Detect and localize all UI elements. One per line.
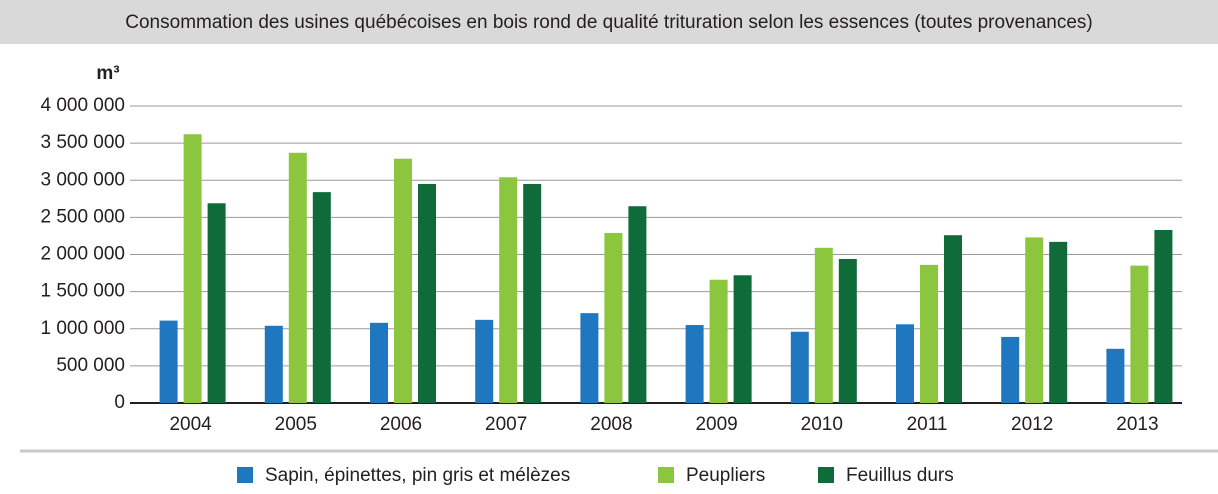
x-tick-label: 2006: [380, 414, 422, 435]
bar: [814, 247, 833, 403]
chart-title: Consommation des usines québécoises en b…: [125, 12, 1092, 33]
title-bar: [0, 0, 1218, 44]
y-tick-label: 1 000 000: [40, 318, 125, 339]
bar: [1130, 265, 1149, 403]
bar: [790, 331, 809, 403]
bar: [1001, 336, 1020, 403]
bar: [709, 279, 728, 403]
bar: [394, 158, 412, 403]
y-tick-label: 2 000 000: [40, 244, 125, 265]
y-axis-title: m³: [96, 63, 119, 84]
y-tick-label: 3 500 000: [40, 132, 125, 153]
x-tick-label: 2009: [695, 414, 737, 435]
bar: [580, 313, 599, 403]
y-tick-label: 2 500 000: [40, 206, 125, 227]
bar: [370, 322, 388, 403]
bar: [733, 275, 752, 403]
legend-swatch: [658, 467, 674, 483]
y-tick-label: 500 000: [56, 355, 125, 376]
x-tick-label: 2005: [275, 414, 317, 435]
bar: [604, 232, 623, 403]
bar: [1025, 237, 1044, 403]
bar: [159, 320, 178, 403]
legend-label: Peupliers: [686, 465, 765, 486]
bar: [685, 325, 704, 403]
bar: [944, 235, 962, 403]
legend-label: Sapin, épinettes, pin gris et mélèzes: [265, 465, 570, 486]
y-tick-label: 1 500 000: [40, 281, 125, 302]
legend-swatch: [818, 467, 834, 483]
x-tick-label: 2008: [590, 414, 632, 435]
y-tick-label: 4 000 000: [40, 95, 125, 116]
x-tick-label: 2007: [485, 414, 527, 435]
y-tick-label: 3 000 000: [40, 169, 125, 190]
y-tick-label: 0: [114, 392, 125, 413]
bar: [1154, 229, 1173, 403]
bar: [1106, 348, 1125, 403]
x-tick-label: 2011: [907, 414, 948, 435]
legend-swatch: [237, 467, 253, 483]
bar: [920, 264, 938, 403]
bar: [838, 258, 857, 403]
bar: [499, 177, 518, 403]
bar: [896, 324, 914, 403]
x-tick-label: 2010: [801, 414, 843, 435]
bar: [628, 206, 647, 403]
bar: [264, 325, 283, 403]
bar: [475, 319, 494, 403]
x-tick-label: 2004: [169, 414, 212, 435]
x-tick-label: 2013: [1116, 414, 1158, 435]
bar: [207, 203, 226, 403]
legend-label: Feuillus durs: [846, 465, 954, 486]
bar: [183, 134, 202, 403]
x-tick-label: 2012: [1011, 414, 1053, 435]
bar: [288, 152, 307, 403]
bar: [1049, 241, 1068, 403]
bar: [523, 183, 542, 403]
bar: [418, 183, 436, 403]
bar: [312, 192, 331, 403]
